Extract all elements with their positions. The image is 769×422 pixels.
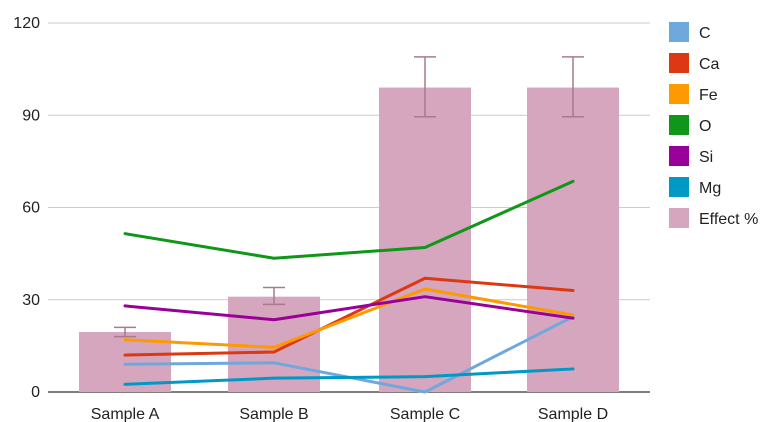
legend-swatch (669, 208, 689, 228)
x-tick-label: Sample A (91, 406, 160, 422)
y-tick-label: 0 (31, 384, 40, 401)
legend-item: Fe (669, 84, 718, 104)
legend-item: Ca (669, 53, 720, 73)
x-axis-ticks: Sample A Sample B Sample C Sample D (91, 406, 608, 422)
legend-swatch (669, 177, 689, 197)
bars (79, 87, 619, 392)
legend-item: Effect % (669, 208, 758, 228)
y-tick-label: 90 (22, 107, 40, 124)
legend-swatch (669, 22, 689, 42)
series-lines (123, 179, 575, 394)
series-line-si (123, 295, 575, 322)
legend-label: O (699, 118, 711, 135)
error-bar (414, 56, 436, 118)
error-bar (263, 286, 285, 306)
y-tick-label: 60 (22, 200, 40, 217)
x-tick-label: Sample B (239, 406, 308, 422)
legend-swatch (669, 84, 689, 104)
legend-label: Ca (699, 56, 720, 73)
bar-effect-sample-c (379, 87, 471, 392)
legend-item: Si (669, 146, 713, 166)
legend-swatch (669, 115, 689, 135)
x-tick-label: Sample C (390, 406, 460, 422)
bar-effect-sample-d (527, 87, 619, 392)
series-line-o (123, 179, 575, 260)
legend-label: Mg (699, 180, 721, 197)
legend-label: Effect % (699, 211, 758, 228)
series-line-ca (123, 276, 575, 357)
y-tick-label: 120 (13, 15, 40, 32)
legend-swatch (669, 146, 689, 166)
legend-label: Fe (699, 87, 718, 104)
error-bars (114, 56, 584, 338)
y-tick-label: 30 (22, 292, 40, 309)
legend-label: Si (699, 149, 713, 166)
y-axis-ticks: 0 30 60 90 120 (13, 15, 40, 401)
legend-item: O (669, 115, 711, 135)
legend: C Ca Fe O Si Mg Effect % (669, 22, 758, 228)
legend-item: Mg (669, 177, 721, 197)
x-tick-label: Sample D (538, 406, 608, 422)
error-bar (114, 326, 136, 338)
series-line-fe (123, 287, 575, 349)
series-line-mg (123, 367, 575, 386)
legend-label: C (699, 25, 711, 42)
legend-item: C (669, 22, 711, 42)
error-bar (562, 56, 584, 118)
legend-swatch (669, 53, 689, 73)
